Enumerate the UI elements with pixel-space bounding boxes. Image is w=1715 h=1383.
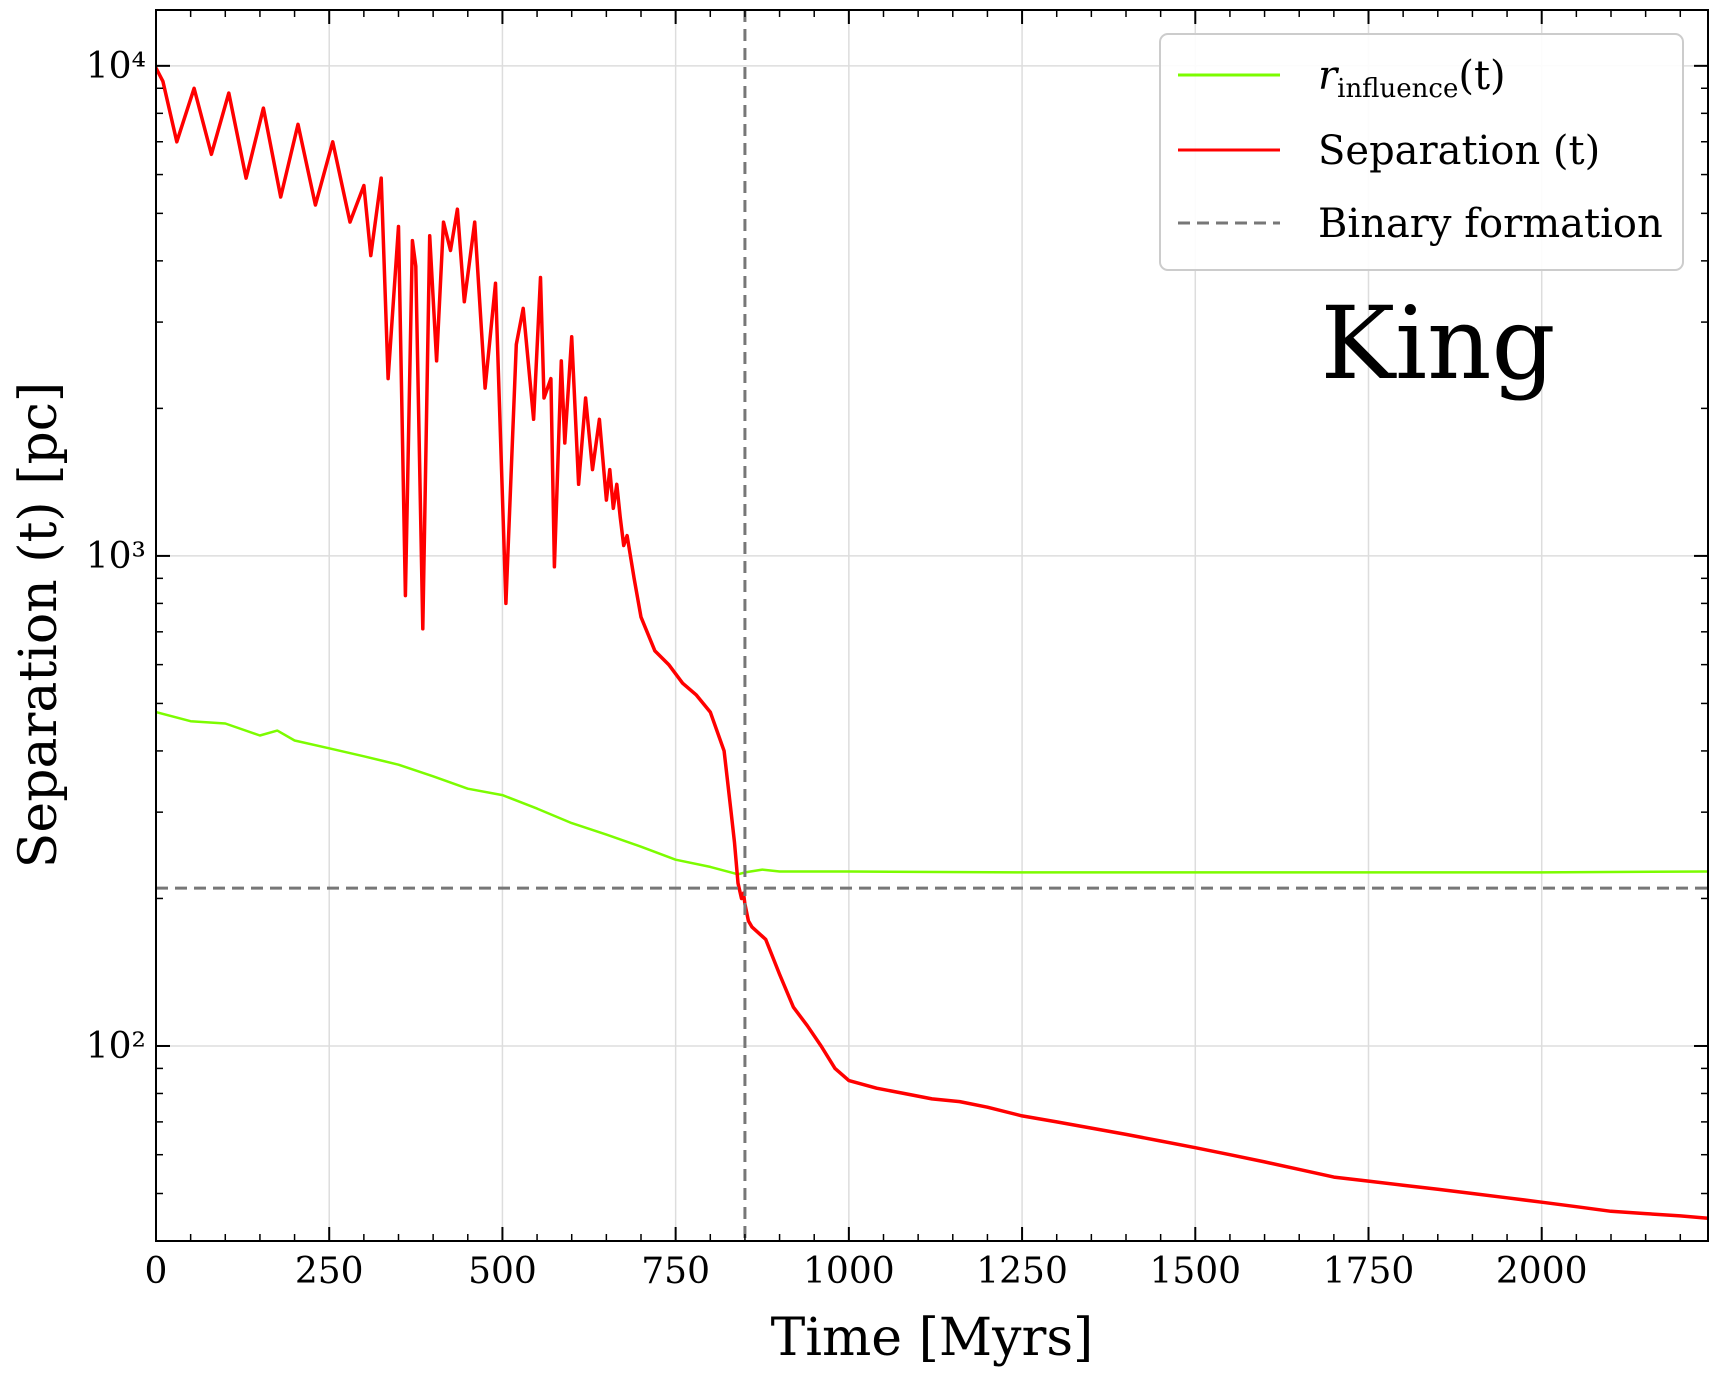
tick-labels: 0 250 500 750 1000 1250 1500 1750 2000 10² 10³ 10⁴ xyxy=(86,46,1588,1292)
chart-annotation: King xyxy=(1320,285,1555,402)
ticks xyxy=(155,10,1708,1242)
legend-label-binary-formation: Binary formation xyxy=(1318,201,1663,247)
y-tick-label: 10⁴ xyxy=(86,46,146,87)
x-tick-label: 750 xyxy=(641,1251,710,1292)
x-tick-label: 250 xyxy=(295,1251,364,1292)
x-tick-label: 2000 xyxy=(1496,1251,1588,1292)
legend-label-r-influence: rinfluence(t) xyxy=(1318,53,1506,104)
y-tick-label: 10² xyxy=(86,1026,146,1067)
legend: rinfluence(t) Separation (t) Binary form… xyxy=(1159,33,1684,271)
x-tick-label: 0 xyxy=(145,1251,168,1292)
x-tick-label: 500 xyxy=(468,1251,537,1292)
x-tick-label: 1000 xyxy=(803,1251,895,1292)
x-axis-label: Time [Myrs] xyxy=(771,1308,1094,1368)
y-tick-label: 10³ xyxy=(86,536,146,577)
series-line-separation xyxy=(156,66,1708,1221)
series-line-r-influence xyxy=(156,710,1708,876)
x-tick-label: 1750 xyxy=(1323,1251,1415,1292)
plot-frame xyxy=(155,9,1709,1242)
legend-box xyxy=(1159,33,1684,271)
legend-label-separation: Separation (t) xyxy=(1318,128,1600,174)
x-tick-label: 1500 xyxy=(1149,1251,1241,1292)
y-axis-label: Separation (t) [pc] xyxy=(9,382,69,868)
series-layer xyxy=(156,66,1708,1221)
x-tick-label: 1250 xyxy=(976,1251,1068,1292)
reference-lines xyxy=(156,10,1708,1241)
